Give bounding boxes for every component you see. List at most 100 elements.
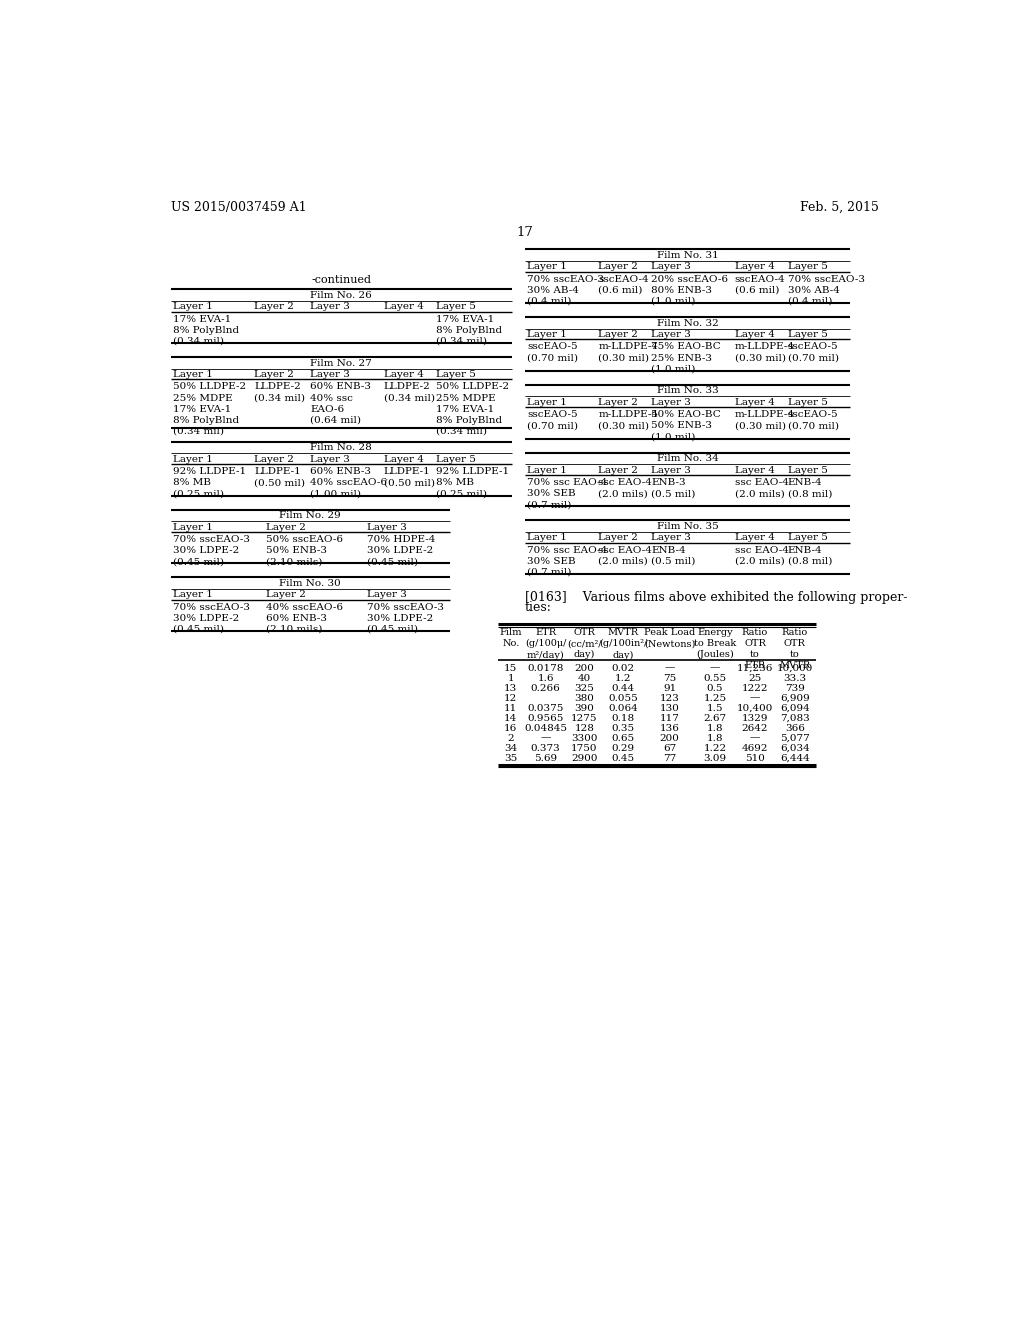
Text: 739: 739 [785,684,805,693]
Text: LLDPE-2
(0.34 mil): LLDPE-2 (0.34 mil) [254,383,305,403]
Text: 16: 16 [504,723,517,733]
Text: ENB-4
(0.8 mil): ENB-4 (0.8 mil) [787,478,831,498]
Text: LLDPE-1
(0.50 mil): LLDPE-1 (0.50 mil) [254,467,305,487]
Text: Layer 1: Layer 1 [173,302,213,312]
Text: m-LLDPE-4
(0.30 mil): m-LLDPE-4 (0.30 mil) [735,342,795,363]
Text: 1222: 1222 [741,684,768,693]
Text: —: — [750,734,760,743]
Text: Layer 3: Layer 3 [310,302,350,312]
Text: m-LLDPE-4
(0.30 mil): m-LLDPE-4 (0.30 mil) [598,342,658,363]
Text: Film No. 30: Film No. 30 [280,579,341,587]
Text: 50% LLDPE-2
25% MDPE
17% EVA-1
8% PolyBlnd
(0.34 mil): 50% LLDPE-2 25% MDPE 17% EVA-1 8% PolyBl… [436,383,510,436]
Text: 325: 325 [574,684,594,693]
Text: MVTR
(g/100in²/
day): MVTR (g/100in²/ day) [599,628,647,660]
Text: Layer 3: Layer 3 [367,590,407,599]
Text: LLDPE-2
(0.34 mil): LLDPE-2 (0.34 mil) [384,383,435,403]
Text: Layer 3: Layer 3 [651,397,691,407]
Text: 70% sscEAO-3
30% LDPE-2
(0.45 mil): 70% sscEAO-3 30% LDPE-2 (0.45 mil) [367,603,443,634]
Text: 2: 2 [508,734,514,743]
Text: Film No. 28: Film No. 28 [310,444,372,453]
Text: 200: 200 [659,734,680,743]
Text: ssc EAO-4
(2.0 mils): ssc EAO-4 (2.0 mils) [598,545,652,566]
Text: 17: 17 [516,226,534,239]
Text: sscEAO-5
(0.70 mil): sscEAO-5 (0.70 mil) [527,411,579,430]
Text: Layer 2: Layer 2 [254,302,294,312]
Text: Layer 3: Layer 3 [651,263,691,272]
Text: 6,909: 6,909 [780,693,810,702]
Text: 70% ssc EAO-4
30% SEB
(0.7 mil): 70% ssc EAO-4 30% SEB (0.7 mil) [527,478,607,510]
Text: 75% EAO-BC
25% ENB-3
(1.0 mil): 75% EAO-BC 25% ENB-3 (1.0 mil) [651,342,721,374]
Text: Layer 2: Layer 2 [598,263,638,272]
Text: 35: 35 [504,754,517,763]
Text: Film No. 33: Film No. 33 [656,387,719,395]
Text: 1.8: 1.8 [707,723,723,733]
Text: Film
No.: Film No. [500,628,522,648]
Text: sscEAO-5
(0.70 mil): sscEAO-5 (0.70 mil) [787,411,839,430]
Text: Layer 4: Layer 4 [735,397,775,407]
Text: 20% sscEAO-6
80% ENB-3
(1.0 mil): 20% sscEAO-6 80% ENB-3 (1.0 mil) [651,275,728,306]
Text: 33.3: 33.3 [783,673,807,682]
Text: Layer 3: Layer 3 [651,533,691,543]
Text: —: — [541,734,551,743]
Text: Layer 1: Layer 1 [527,330,567,339]
Text: Film No. 31: Film No. 31 [656,251,719,260]
Text: 70% sscEAO-3
30% LDPE-2
(0.45 mil): 70% sscEAO-3 30% LDPE-2 (0.45 mil) [173,535,250,566]
Text: 2642: 2642 [741,723,768,733]
Text: Film No. 29: Film No. 29 [280,511,341,520]
Text: sscEAO-5
(0.70 mil): sscEAO-5 (0.70 mil) [527,342,579,363]
Text: 130: 130 [659,704,680,713]
Text: 123: 123 [659,693,680,702]
Text: 12: 12 [504,693,517,702]
Text: Layer 2: Layer 2 [266,523,306,532]
Text: Layer 2: Layer 2 [266,590,306,599]
Text: 0.266: 0.266 [530,684,560,693]
Text: 1.6: 1.6 [538,673,554,682]
Text: —: — [750,693,760,702]
Text: 70% HDPE-4
30% LDPE-2
(0.45 mil): 70% HDPE-4 30% LDPE-2 (0.45 mil) [367,535,435,566]
Text: 70% ssc EAO-4
30% SEB
(0.7 mil): 70% ssc EAO-4 30% SEB (0.7 mil) [527,545,607,577]
Text: -continued: -continued [311,276,371,285]
Text: Film No. 27: Film No. 27 [310,359,372,367]
Text: Layer 5: Layer 5 [787,466,827,475]
Text: Ratio
OTR
to
MVTR: Ratio OTR to MVTR [779,628,810,671]
Text: 92% LLDPE-1
8% MB
(0.25 mil): 92% LLDPE-1 8% MB (0.25 mil) [173,467,246,499]
Text: Layer 5: Layer 5 [436,302,476,312]
Text: 0.65: 0.65 [611,734,635,743]
Text: Peak Load
(Newtons): Peak Load (Newtons) [644,628,695,648]
Text: Layer 3: Layer 3 [310,370,350,379]
Text: 2.67: 2.67 [703,714,727,722]
Text: Layer 3: Layer 3 [651,330,691,339]
Text: 17% EVA-1
8% PolyBlnd
(0.34 mil): 17% EVA-1 8% PolyBlnd (0.34 mil) [436,314,503,346]
Text: 1.5: 1.5 [707,704,723,713]
Text: Layer 4: Layer 4 [735,533,775,543]
Text: 92% LLDPE-1
8% MB
(0.25 mil): 92% LLDPE-1 8% MB (0.25 mil) [436,467,510,499]
Text: Layer 1: Layer 1 [527,263,567,272]
Text: Layer 4: Layer 4 [735,466,775,475]
Text: 77: 77 [664,754,676,763]
Text: 25: 25 [749,673,762,682]
Text: 0.35: 0.35 [611,723,635,733]
Text: ETR
(g/100μ/
m²/day): ETR (g/100μ/ m²/day) [525,628,566,660]
Text: LLDPE-1
(0.50 mil): LLDPE-1 (0.50 mil) [384,467,435,487]
Text: 3.09: 3.09 [703,754,727,763]
Text: —: — [710,664,720,672]
Text: ssc EAO-4
(2.0 mils): ssc EAO-4 (2.0 mils) [598,478,652,498]
Text: 1.22: 1.22 [703,743,727,752]
Text: 117: 117 [659,714,680,722]
Text: Layer 2: Layer 2 [598,533,638,543]
Text: 15: 15 [504,664,517,672]
Text: 60% ENB-3
40% ssc
EAO-6
(0.64 mil): 60% ENB-3 40% ssc EAO-6 (0.64 mil) [310,383,371,425]
Text: 5.69: 5.69 [535,754,557,763]
Text: 34: 34 [504,743,517,752]
Text: Layer 4: Layer 4 [384,302,424,312]
Text: US 2015/0037459 A1: US 2015/0037459 A1 [171,201,306,214]
Text: Layer 1: Layer 1 [173,370,213,379]
Text: 5,077: 5,077 [780,734,810,743]
Text: Layer 1: Layer 1 [173,455,213,463]
Text: ties:: ties: [524,601,552,614]
Text: 10,000: 10,000 [776,664,813,672]
Text: 70% sscEAO-3
30% AB-4
(0.4 mil): 70% sscEAO-3 30% AB-4 (0.4 mil) [527,275,604,306]
Text: 6,444: 6,444 [780,754,810,763]
Text: Layer 3: Layer 3 [651,466,691,475]
Text: 14: 14 [504,714,517,722]
